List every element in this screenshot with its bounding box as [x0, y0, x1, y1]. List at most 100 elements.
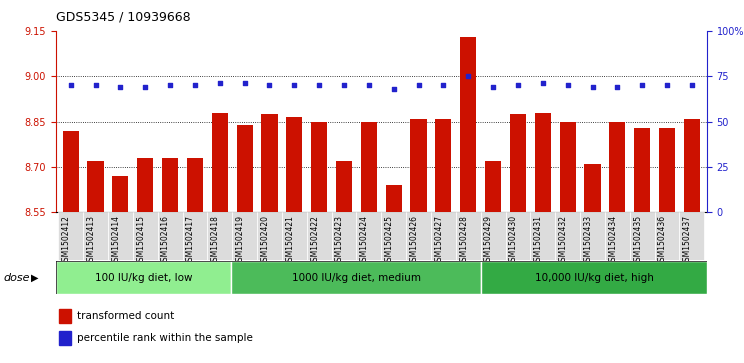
Bar	[286, 117, 302, 212]
Text: GSM1502416: GSM1502416	[161, 215, 170, 266]
Text: GSM1502423: GSM1502423	[335, 215, 344, 266]
Text: dose: dose	[4, 273, 31, 283]
Text: GSM1502431: GSM1502431	[533, 215, 543, 266]
Text: GSM1502415: GSM1502415	[136, 215, 145, 266]
Text: GSM1502413: GSM1502413	[86, 215, 95, 266]
Text: GSM1502432: GSM1502432	[559, 215, 568, 266]
Text: GSM1502418: GSM1502418	[211, 215, 219, 266]
Point	[115, 84, 126, 90]
Bar	[481, 261, 707, 294]
Bar	[108, 212, 133, 260]
Text: 10,000 IU/kg diet, high: 10,000 IU/kg diet, high	[535, 273, 653, 283]
Point	[462, 73, 474, 79]
Text: transformed count: transformed count	[77, 311, 175, 321]
Bar	[112, 176, 129, 212]
Bar	[580, 212, 605, 260]
Bar	[659, 128, 675, 212]
Text: GSM1502426: GSM1502426	[409, 215, 419, 266]
Bar	[385, 185, 402, 212]
Bar	[505, 212, 530, 260]
Point	[512, 82, 524, 88]
Bar	[406, 212, 431, 260]
Point	[89, 82, 101, 88]
Bar	[411, 119, 426, 212]
Bar	[261, 114, 278, 212]
Text: ▶: ▶	[31, 273, 39, 283]
Text: GSM1502424: GSM1502424	[360, 215, 369, 266]
Bar	[585, 164, 600, 212]
Point	[586, 84, 598, 90]
Text: GSM1502437: GSM1502437	[683, 215, 692, 266]
Bar	[485, 161, 501, 212]
Point	[388, 86, 400, 92]
Point	[437, 82, 449, 88]
Point	[686, 82, 698, 88]
Text: GSM1502420: GSM1502420	[260, 215, 269, 266]
Bar	[311, 122, 327, 212]
Point	[214, 81, 225, 86]
Text: GSM1502433: GSM1502433	[583, 215, 592, 266]
Point	[65, 82, 77, 88]
Bar	[133, 212, 158, 260]
Bar	[336, 161, 352, 212]
Point	[661, 82, 673, 88]
Point	[239, 81, 251, 86]
Bar	[257, 212, 282, 260]
Bar	[356, 212, 382, 260]
Text: GSM1502429: GSM1502429	[484, 215, 493, 266]
Bar	[510, 114, 526, 212]
Point	[338, 82, 350, 88]
Bar	[307, 212, 332, 260]
Text: GDS5345 / 10939668: GDS5345 / 10939668	[56, 11, 190, 24]
Point	[537, 81, 549, 86]
Bar	[559, 122, 576, 212]
Point	[636, 82, 648, 88]
Bar	[83, 212, 108, 260]
Bar	[609, 122, 626, 212]
Bar	[684, 119, 700, 212]
Bar	[655, 212, 679, 260]
Bar	[212, 113, 228, 212]
Bar	[481, 212, 505, 260]
Bar	[530, 212, 555, 260]
Bar	[361, 122, 377, 212]
Point	[164, 82, 176, 88]
Text: GSM1502435: GSM1502435	[633, 215, 642, 266]
Bar	[187, 158, 203, 212]
Bar	[162, 158, 178, 212]
Text: GSM1502427: GSM1502427	[434, 215, 443, 266]
Bar	[456, 212, 481, 260]
Text: GSM1502417: GSM1502417	[186, 215, 195, 266]
Bar	[237, 125, 253, 212]
Text: GSM1502428: GSM1502428	[459, 215, 468, 266]
Bar	[59, 331, 71, 345]
Text: GSM1502414: GSM1502414	[112, 215, 121, 266]
Bar	[231, 261, 481, 294]
Bar	[435, 119, 452, 212]
Point	[363, 82, 375, 88]
Bar	[88, 161, 103, 212]
Bar	[535, 113, 551, 212]
Point	[612, 84, 623, 90]
Text: GSM1502425: GSM1502425	[385, 215, 394, 266]
Bar	[62, 131, 79, 212]
Bar	[137, 158, 153, 212]
Point	[189, 82, 201, 88]
Point	[313, 82, 325, 88]
Bar	[58, 212, 83, 260]
Point	[487, 84, 499, 90]
Point	[139, 84, 151, 90]
Text: GSM1502436: GSM1502436	[658, 215, 667, 266]
Bar	[282, 212, 307, 260]
Bar	[332, 212, 356, 260]
Bar	[182, 212, 208, 260]
Bar	[461, 37, 476, 212]
Text: GSM1502419: GSM1502419	[236, 215, 245, 266]
Bar	[158, 212, 182, 260]
Bar	[605, 212, 629, 260]
Bar	[629, 212, 655, 260]
Bar	[59, 309, 71, 323]
Text: GSM1502434: GSM1502434	[609, 215, 618, 266]
Bar	[381, 212, 406, 260]
Point	[562, 82, 574, 88]
